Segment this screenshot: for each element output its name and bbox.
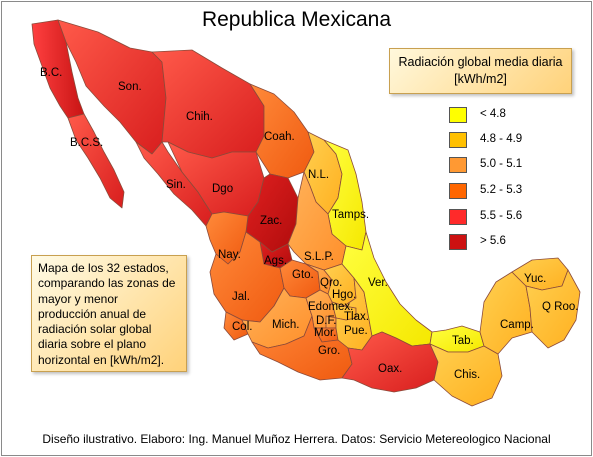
legend-swatch <box>449 234 467 250</box>
state-col <box>223 311 249 341</box>
label-ver: Ver. <box>368 277 388 289</box>
label-chih: Chih. <box>186 111 213 123</box>
label-pue: Pue. <box>344 325 368 337</box>
label-bcs: B.C.S. <box>70 137 103 149</box>
label-son: Son. <box>118 81 142 93</box>
label-yuc: Yuc. <box>524 273 546 285</box>
legend-label: 4.8 - 4.9 <box>480 133 523 145</box>
label-gto: Gto. <box>292 269 314 281</box>
label-edomex: Edomex. <box>308 301 353 313</box>
label-tab: Tab. <box>452 335 474 347</box>
label-col: Col. <box>232 321 252 333</box>
legend-swatch <box>449 183 467 199</box>
state-coah <box>249 83 315 179</box>
label-gro: Gro. <box>318 345 340 357</box>
legend-swatch <box>449 157 467 173</box>
label-bc: B.C. <box>40 67 62 79</box>
legend-swatch <box>449 209 467 225</box>
label-hgo: Hgo. <box>332 289 356 301</box>
label-camp: Camp. <box>500 319 534 331</box>
label-jal: Jal. <box>232 291 250 303</box>
legend-title: Radiación global media diaria <box>398 55 563 69</box>
legend-label: 5.5 - 5.6 <box>480 210 523 222</box>
label-nay: Nay. <box>218 249 241 261</box>
label-tamps: Tamps. <box>332 209 369 221</box>
description-box: Mapa de los 32 estados, comparando las z… <box>31 255 187 372</box>
legend-swatch <box>449 107 467 123</box>
label-qroo: Q Roo. <box>542 301 578 313</box>
label-oax: Oax. <box>378 363 402 375</box>
state-slp <box>287 171 347 271</box>
label-zac: Zac. <box>260 215 282 227</box>
legend-label: > 5.6 <box>480 235 506 247</box>
label-nl: N.L. <box>308 169 329 181</box>
label-df: D.F. <box>316 315 336 327</box>
label-mor: Mor. <box>314 327 336 339</box>
label-tlax: Tlax. <box>344 311 369 323</box>
label-coah: Coah. <box>264 131 295 143</box>
label-sin: Sin. <box>166 179 186 191</box>
legend-label: 5.2 - 5.3 <box>480 184 523 196</box>
state-bcs <box>67 113 125 209</box>
legend-label: < 4.8 <box>480 108 506 120</box>
legend-label: 5.0 - 5.1 <box>480 158 523 170</box>
label-dgo: Dgo <box>212 183 233 195</box>
label-chis: Chis. <box>454 369 480 381</box>
label-slp: S.L.P. <box>304 251 334 263</box>
state-chih <box>151 49 265 159</box>
credit-line: Diseño ilustrativo. Elaboro: Ing. Manuel… <box>42 432 551 446</box>
map-title: Republica Mexicana <box>201 8 392 31</box>
state-chis <box>429 343 503 407</box>
state-qroo <box>525 269 581 349</box>
state-gro <box>251 315 353 381</box>
legend-unit: [kWh/m2] <box>454 72 507 86</box>
label-qro: Qro. <box>320 277 342 289</box>
legend-title-box: Radiación global media diaria [kWh/m2] <box>389 48 572 94</box>
legend-swatch <box>449 132 467 148</box>
label-mich: Mich. <box>272 319 299 331</box>
label-ags: Ags. <box>264 255 287 267</box>
